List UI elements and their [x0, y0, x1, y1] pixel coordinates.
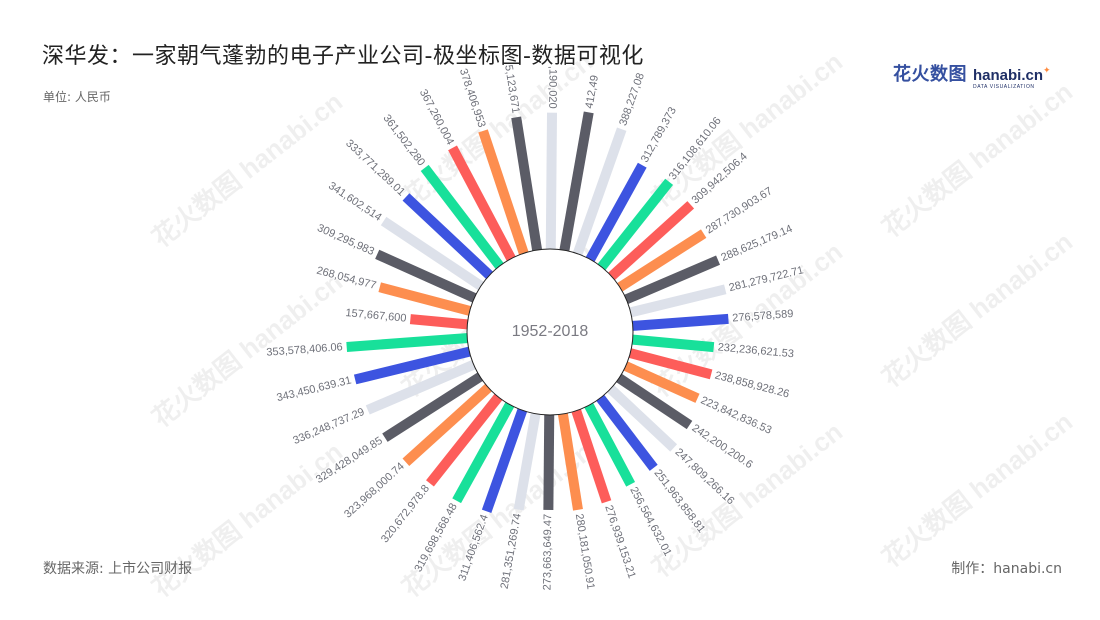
chart-bar[interactable]: [556, 405, 583, 511]
chart-bar[interactable]: [580, 395, 636, 487]
bar-value-label: 333,771,289.01: [343, 137, 407, 198]
bar-value-label: 316,108,610.06: [667, 115, 724, 182]
center-circle: [466, 248, 634, 416]
chart-bar[interactable]: [402, 193, 499, 285]
bar-value-label: 238,858,928.26: [713, 370, 790, 401]
chart-bar[interactable]: [353, 344, 479, 385]
bar-group: [346, 111, 729, 513]
bar-value-label: 412,49: [583, 74, 601, 109]
bar-value-label: 361,502,280: [380, 112, 427, 168]
chart-bar[interactable]: [570, 127, 627, 263]
chart-bar[interactable]: [602, 201, 695, 286]
chart-bar[interactable]: [346, 332, 476, 352]
bar-value-label: 157,667,600: [345, 307, 407, 325]
bar-value-label: 378,406,953: [457, 67, 488, 129]
bar-value-label: 309,295,983: [315, 222, 376, 258]
bar-value-label: 280,181,050.91: [573, 513, 597, 590]
logo-chinese-text: 花火数图: [893, 64, 967, 85]
chart-bar[interactable]: [409, 314, 476, 331]
chart-bar[interactable]: [511, 116, 544, 259]
bar-value-label: 268,054,977: [315, 265, 377, 292]
bar-value-label: 281,279,722.71: [728, 264, 805, 294]
bar-value-label: 256,564,632.01: [627, 485, 673, 558]
bar-value-label: 281,351,269.74: [499, 513, 524, 590]
chart-bar[interactable]: [609, 369, 693, 430]
bar-value-label: 319,698,568.48: [412, 501, 460, 574]
chart-bar[interactable]: [481, 401, 530, 513]
unit-label: 单位: 人民币: [43, 90, 111, 104]
bar-value-label: 336,248,737.29: [291, 406, 366, 447]
bar-value-label: 276,939,153.21: [602, 504, 638, 580]
bar-value-label: 273,663,649.47: [542, 514, 555, 591]
chart-bar[interactable]: [448, 145, 520, 269]
bar-value-label: 5,123,671: [502, 64, 521, 114]
credit-text: 制作：hanabi.cn: [951, 561, 1062, 577]
bar-value-label: ,190,020: [546, 66, 558, 109]
bar-value-label: 341,602,514: [326, 180, 384, 224]
bar-value-label: 276,578,589: [732, 308, 794, 324]
logo-english-text: hanabi.cn: [973, 67, 1044, 84]
chart-bar[interactable]: [375, 249, 484, 306]
bar-value-label: 232,236,621.53: [717, 341, 794, 360]
chart-bar[interactable]: [513, 404, 542, 511]
chart-bar[interactable]: [592, 178, 674, 277]
chart-bar[interactable]: [402, 378, 498, 466]
bar-value-label: 388,227,08: [617, 71, 647, 127]
chart-bar[interactable]: [581, 162, 647, 269]
chart-bar[interactable]: [558, 111, 594, 260]
chart-bar[interactable]: [543, 406, 555, 510]
chart-bar[interactable]: [621, 346, 713, 380]
bar-value-label: 287,730,903.67: [704, 185, 775, 236]
bar-value-label: 309,942,506.4: [690, 150, 750, 206]
chart-bar[interactable]: [365, 356, 484, 415]
chart-bar[interactable]: [624, 313, 729, 332]
chart-bar[interactable]: [382, 368, 490, 442]
bar-value-label: 343,450,639.31: [275, 374, 352, 404]
chart-bar[interactable]: [378, 282, 479, 318]
chart-bar[interactable]: [545, 112, 558, 258]
bar-value-label: 311,406,562.4: [456, 513, 490, 583]
chart-bar[interactable]: [568, 401, 612, 504]
bar-value-label: 353,578,406.06: [266, 341, 343, 359]
brand-logo[interactable]: 花火数图 hanabi.cn✦ DATA VISUALIZATION: [893, 60, 1051, 90]
chart-bar[interactable]: [380, 216, 491, 295]
center-year-label: 1952-2018: [512, 323, 589, 340]
chart-bar[interactable]: [426, 387, 508, 487]
chart-bar[interactable]: [621, 284, 727, 320]
chart-bar[interactable]: [624, 333, 715, 353]
bar-value-label: 312,789,373: [639, 105, 679, 164]
chart-title: 深华发：一家朝气蓬勃的电子产业公司-极坐标图-数据可视化: [42, 44, 644, 69]
chart-bar[interactable]: [616, 358, 700, 403]
spark-star-icon: ✦: [1043, 66, 1051, 76]
chart-bar[interactable]: [591, 388, 658, 471]
bar-value-label: 367,260,004: [417, 87, 456, 147]
data-source: 数据来源: 上市公司财报: [43, 561, 193, 577]
logo-subtitle: DATA VISUALIZATION: [973, 84, 1035, 90]
bar-value-label: 288,625,179.14: [719, 223, 794, 264]
bar-value-label: 323,968,000.74: [342, 460, 407, 520]
chart-bar[interactable]: [616, 255, 721, 308]
chart-bar[interactable]: [420, 164, 509, 276]
chart-bar[interactable]: [601, 379, 678, 452]
chart-bar[interactable]: [452, 395, 519, 504]
chart-bar[interactable]: [478, 129, 532, 263]
bar-value-label: 320,672,978.8: [379, 483, 432, 546]
chart-bar[interactable]: [610, 229, 707, 296]
bar-value-label: 329,428,049.85: [314, 435, 385, 486]
